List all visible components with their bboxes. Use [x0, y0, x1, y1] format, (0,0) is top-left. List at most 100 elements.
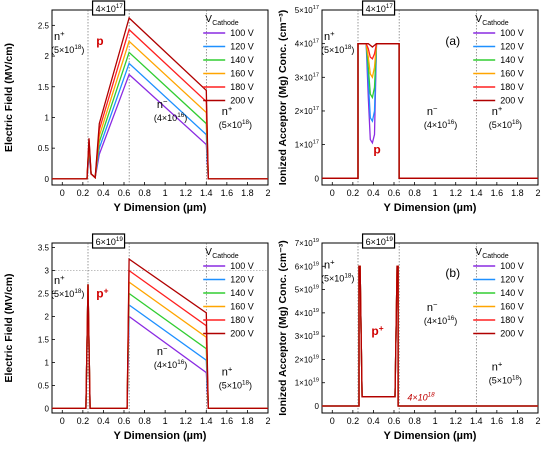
legend-entry-label: 120 V	[500, 275, 524, 285]
region-label-2-conc-sup: 16	[177, 112, 185, 119]
x-tick-label: 1.2	[449, 416, 462, 426]
x-tick-label: 0.6	[118, 416, 131, 426]
x-tick-label: 0	[330, 188, 335, 198]
y-tick-label-base: 5×10	[295, 6, 314, 15]
legend-entry-label: 160 V	[500, 69, 524, 79]
y-tick-label-base: 2	[45, 52, 50, 61]
y-axis: 0 0.5 1 1.5 2 2.5 3 3.5 Electric Field (MV/cm)	[3, 244, 55, 413]
region-label-3-conc: (5×1018)	[219, 380, 252, 391]
x-tick-label: 0.2	[77, 416, 90, 426]
y-tick-label-base: 3×10	[295, 332, 314, 341]
region-label-2-sup: −	[433, 104, 438, 113]
y-tick-label: 1.5	[38, 335, 50, 344]
y-tick-label: 2.5	[38, 21, 50, 30]
x-tick-label: 1	[433, 416, 438, 426]
x-tick-label: 1.4	[470, 188, 483, 198]
annotation-label: 4×1018	[407, 392, 435, 403]
doping-box: 4×1017	[361, 0, 396, 16]
region-label-3-base: n	[492, 362, 498, 374]
legend-entry-label: 160 V	[230, 302, 254, 312]
y-tick-label: 6×1019	[295, 261, 319, 271]
x-tick-label: 0	[330, 416, 335, 426]
y-tick-label: 2×1017	[295, 106, 319, 116]
plot-frame	[321, 242, 539, 414]
x-tick-label: 1	[433, 188, 438, 198]
series-line-200-v	[52, 257, 268, 410]
x-axis-label: Y Dimension (µm)	[114, 202, 207, 214]
y-tick-label-sup: 19	[313, 354, 319, 360]
legend-entry-label: 200 V	[230, 329, 254, 339]
y-tick-label-sup: 17	[313, 72, 319, 78]
y-tick-label-sup: 17	[313, 106, 319, 112]
y-tick-label-base: 0	[315, 174, 320, 183]
x-tick-label: 0.6	[388, 416, 401, 426]
region-labels: n+(5×1018)pn−(4×1016)n+(5×1018)	[321, 29, 522, 157]
region-label-0: n+	[54, 29, 65, 43]
x-tick-label: 0.4	[367, 188, 380, 198]
region-label-0-base: n	[324, 260, 330, 272]
y-tick-label: 1	[45, 358, 50, 367]
doping-box-label-sup: 17	[386, 3, 394, 10]
region-label-0-sup: +	[330, 258, 335, 267]
legend-title-sub: Cathode	[482, 20, 509, 27]
y-tick-label: 4×1019	[295, 308, 319, 318]
region-label-2-base: n	[157, 346, 163, 358]
x-tick-label: 2	[265, 188, 270, 198]
y-tick-label-base: 2.5	[38, 21, 50, 30]
x-axis: 0 0.2 0.4 0.6 0.8 1 1.2 1.4 1.6 1.8 2 Y Dimension (…	[330, 410, 541, 442]
doping-box-label-base: 6×10	[366, 237, 386, 247]
region-label-0-sup: +	[60, 29, 65, 38]
region-label-3-conc-end: )	[519, 120, 522, 130]
x-tick-label: 1.2	[449, 188, 462, 198]
region-label-2-conc-base: (4×10	[424, 316, 447, 326]
y-tick-label: 0	[315, 174, 320, 183]
region-label-0: n+	[324, 29, 335, 43]
region-label-1-base: p	[373, 143, 380, 157]
doping-box-label-base: 6×10	[96, 237, 116, 247]
x-tick-label: 1.6	[491, 188, 504, 198]
y-axis-label: Ionized Acceptor (Mg) Conc. (cm⁻³)	[277, 240, 289, 416]
doping-box-label: 4×1017	[366, 3, 394, 14]
x-axis: 0 0.2 0.4 0.6 0.8 1 1.2 1.4 1.6 1.8 2 Y Dimension (…	[60, 182, 271, 214]
region-label-0-conc: (5×1018)	[321, 273, 354, 284]
region-label-3-conc-sup: 18	[242, 380, 250, 387]
y-axis: 0 0.5 1 1.5 2 2.5 Electric Field (MV/cm)	[3, 21, 55, 184]
y-tick-label-sup: 19	[313, 261, 319, 267]
x-axis-label: Y Dimension (µm)	[114, 430, 207, 442]
x-tick-label: 0.4	[97, 188, 110, 198]
y-tick-label-base: 2×10	[295, 355, 314, 364]
legend-title-base: V	[475, 14, 482, 25]
region-label-2-conc: (4×1016)	[424, 119, 457, 130]
legend-entry-label: 200 V	[230, 96, 254, 106]
region-label-0-conc: (5×1018)	[51, 44, 84, 55]
x-tick-label: 0.8	[138, 416, 151, 426]
y-tick-label-sup: 17	[313, 140, 319, 146]
legend-entry-label: 140 V	[500, 55, 524, 65]
y-tick-label: 0	[315, 402, 320, 411]
region-label-3: n+	[492, 360, 503, 374]
y-tick-label: 2	[45, 52, 50, 61]
region-label-0-base: n	[324, 31, 330, 43]
region-label-2-conc-end: )	[454, 316, 457, 326]
doping-box-label: 6×1019	[96, 236, 124, 247]
region-label-3-conc-base: (5×10	[489, 376, 512, 386]
x-tick-label: 0.2	[347, 416, 360, 426]
region-label-2-sup: −	[433, 300, 438, 309]
legend-title-base: V	[475, 247, 482, 258]
region-label-0-conc-end: )	[81, 289, 84, 299]
x-axis-label: Y Dimension (µm)	[384, 430, 477, 442]
region-label-0-conc-sup: 18	[344, 273, 352, 280]
y-tick-label: 2.5	[38, 290, 50, 299]
x-tick-label: 0	[60, 188, 65, 198]
region-label-2: n−	[427, 104, 438, 118]
x-tick-label: 1.8	[241, 416, 254, 426]
region-label-2-base: n	[157, 99, 163, 111]
region-label-0-sup: +	[60, 273, 65, 282]
y-tick-label-sup: 19	[313, 308, 319, 314]
region-labels: n+(5×1018)p+n−(4×1016)n+(5×1018)	[51, 273, 252, 391]
legend-entry-label: 180 V	[500, 315, 524, 325]
x-tick-label: 1.2	[179, 416, 192, 426]
x-axis-label: Y Dimension (µm)	[384, 202, 477, 214]
